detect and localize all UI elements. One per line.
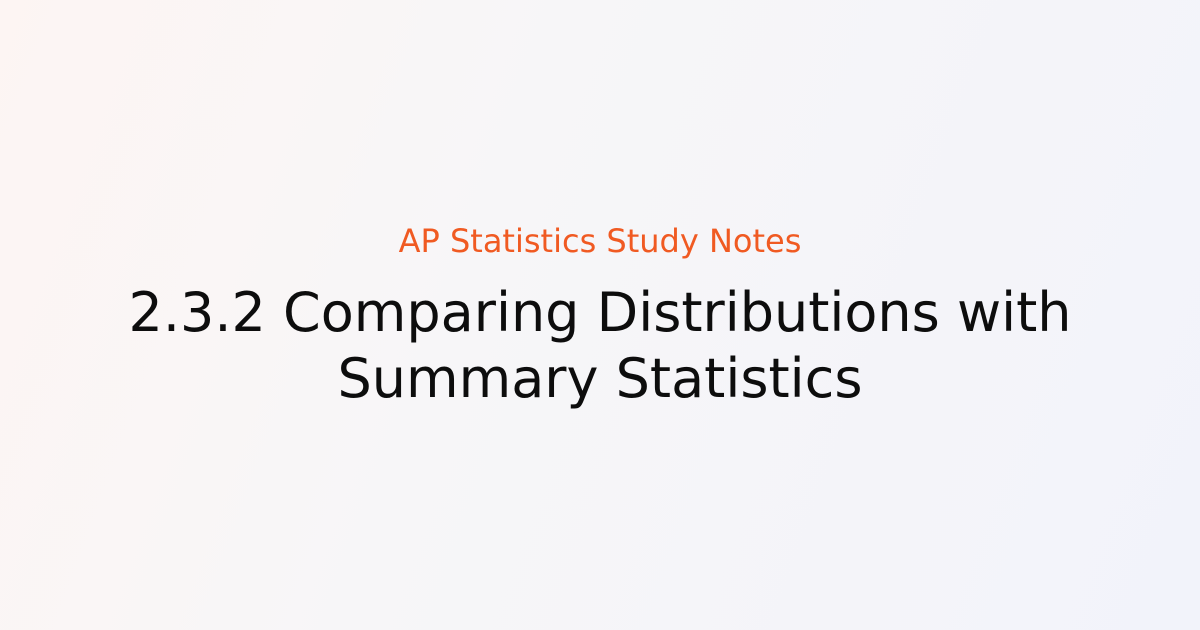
subtitle: AP Statistics Study Notes (398, 222, 802, 260)
title: 2.3.2 Comparing Distributions with Summa… (128, 281, 1072, 410)
